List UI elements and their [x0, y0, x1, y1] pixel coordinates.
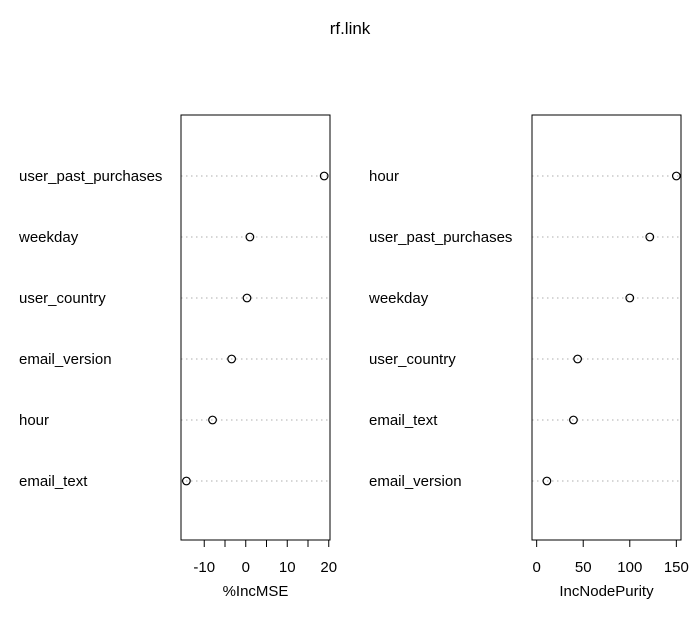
row-label: email_version — [369, 473, 462, 490]
row-label: email_text — [369, 412, 438, 429]
row-label: email_version — [19, 351, 112, 368]
row-label: hour — [19, 412, 49, 429]
x-tick-label: 50 — [575, 559, 592, 576]
data-point — [242, 293, 252, 303]
x-axis-label: %IncMSE — [223, 583, 289, 600]
x-tick-label: 150 — [664, 559, 689, 576]
data-point — [569, 415, 578, 425]
row-label: user_past_purchases — [369, 229, 512, 246]
row-label: user_country — [369, 351, 456, 368]
data-point — [208, 415, 217, 425]
x-tick-label: 20 — [320, 559, 337, 576]
data-point — [573, 354, 583, 364]
data-point — [645, 232, 655, 242]
data-point — [319, 171, 329, 181]
data-point — [625, 293, 635, 303]
data-point — [542, 476, 552, 486]
data-point — [227, 354, 237, 364]
chart-title: rf.link — [330, 19, 371, 38]
x-tick-label: -10 — [193, 559, 215, 576]
data-point — [245, 232, 255, 242]
row-label: weekday — [368, 290, 429, 307]
row-label: hour — [369, 168, 399, 185]
x-tick-label: 100 — [617, 559, 642, 576]
x-tick-label: 10 — [279, 559, 296, 576]
x-tick-label: 0 — [532, 559, 540, 576]
row-label: weekday — [18, 229, 79, 246]
plot-box — [531, 114, 682, 541]
plot-box — [180, 114, 331, 541]
row-label: user_past_purchases — [19, 168, 162, 185]
row-label: user_country — [19, 290, 106, 307]
row-label: email_text — [19, 473, 88, 490]
data-point — [671, 171, 681, 181]
data-point — [181, 476, 191, 486]
x-axis-label: IncNodePurity — [559, 583, 654, 600]
x-tick-label: 0 — [242, 559, 250, 576]
